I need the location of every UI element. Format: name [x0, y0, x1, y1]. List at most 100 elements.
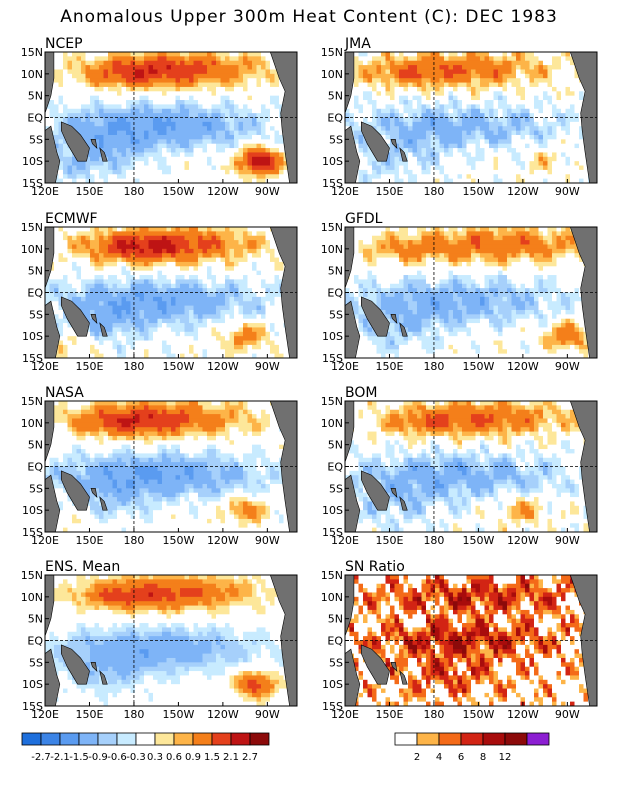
cell — [238, 161, 244, 166]
cell — [279, 152, 284, 158]
cell — [135, 56, 140, 62]
cell — [565, 56, 571, 62]
cell — [171, 139, 176, 145]
cell — [349, 121, 355, 127]
field-jma — [345, 52, 597, 183]
cell — [243, 257, 248, 263]
cell — [126, 292, 131, 298]
cell — [148, 261, 154, 267]
cell — [372, 56, 377, 62]
cell — [193, 323, 199, 328]
cell — [363, 174, 368, 180]
cell — [480, 148, 485, 153]
cell — [193, 353, 199, 358]
cell — [234, 349, 239, 355]
cell — [99, 349, 104, 355]
cell — [252, 134, 257, 140]
cell — [493, 121, 499, 127]
cell — [139, 165, 145, 171]
cell — [385, 121, 391, 127]
cell — [202, 148, 208, 153]
cell — [525, 152, 530, 158]
cell — [166, 283, 172, 289]
cell — [76, 73, 82, 79]
cell — [202, 353, 208, 358]
cell — [67, 156, 73, 162]
cell — [216, 340, 221, 346]
cell — [207, 130, 212, 136]
cell — [399, 65, 404, 70]
cell — [256, 344, 262, 350]
cell — [121, 227, 127, 232]
cell — [112, 275, 118, 280]
cell — [507, 178, 512, 183]
cell — [139, 178, 145, 183]
cell — [565, 91, 571, 97]
cell — [144, 327, 149, 333]
cell — [54, 108, 59, 114]
cell — [49, 117, 55, 123]
cell — [90, 148, 95, 153]
cell — [220, 65, 226, 70]
cell — [238, 169, 244, 175]
cell — [202, 270, 208, 276]
cell — [229, 178, 235, 183]
cell — [570, 152, 575, 158]
cell — [198, 86, 203, 92]
cell — [76, 121, 82, 127]
cell — [58, 270, 64, 276]
cell — [552, 169, 557, 175]
cell — [198, 327, 203, 333]
cell — [216, 309, 221, 315]
cell — [202, 104, 208, 110]
cell — [58, 161, 64, 166]
cell — [112, 344, 118, 350]
cell — [112, 174, 118, 180]
cell — [54, 231, 59, 237]
cell — [189, 113, 194, 118]
cell — [216, 318, 221, 324]
cell — [516, 86, 521, 92]
cell — [354, 78, 359, 83]
cell — [270, 266, 275, 272]
cell — [367, 178, 373, 183]
cell — [184, 336, 190, 341]
cell — [72, 296, 77, 302]
cell — [349, 108, 355, 114]
cell — [184, 292, 190, 298]
cell — [466, 152, 472, 158]
cell — [144, 253, 149, 258]
cell — [148, 244, 154, 250]
cell — [108, 161, 113, 166]
cell — [135, 117, 140, 123]
cell — [529, 174, 535, 180]
cell — [394, 69, 400, 75]
cell — [121, 240, 127, 245]
cell — [103, 344, 109, 350]
cell — [90, 121, 95, 127]
cell — [130, 100, 136, 105]
cell — [166, 240, 172, 245]
cell — [157, 52, 163, 57]
cell — [252, 314, 257, 320]
cell — [363, 86, 368, 92]
cell — [58, 253, 64, 258]
cell — [189, 323, 194, 328]
cell — [574, 139, 580, 145]
cell — [435, 65, 440, 70]
cell — [252, 349, 257, 355]
cell — [358, 104, 364, 110]
cell — [502, 143, 508, 149]
cell — [81, 340, 86, 346]
cell — [385, 113, 391, 118]
cell — [162, 174, 167, 180]
cell — [90, 257, 95, 263]
cell — [144, 305, 149, 311]
cell — [148, 86, 154, 92]
cell — [108, 108, 113, 114]
cell — [148, 178, 154, 183]
x-tick-label: 90W — [555, 185, 580, 198]
cell — [448, 152, 454, 158]
cell — [265, 174, 271, 180]
cell — [529, 143, 535, 149]
